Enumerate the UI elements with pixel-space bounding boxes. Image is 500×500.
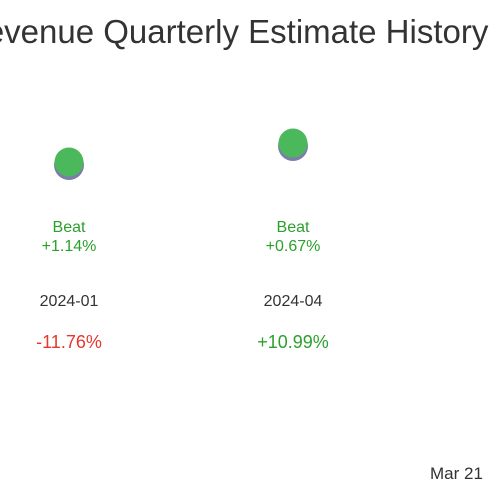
quarter-date-label: 2024-01 [40, 293, 99, 310]
change-label: -11.76% [36, 332, 102, 352]
result-label: Beat [277, 219, 310, 236]
actual-dot [54, 147, 84, 177]
chart-title-text: Revenue Quarterly Estimate History [0, 13, 489, 50]
surprise-label: +1.14% [42, 238, 97, 255]
change-label: +10.99% [257, 332, 329, 352]
quarter-date-label: 2024-04 [264, 293, 323, 310]
surprise-label: +0.67% [266, 238, 321, 255]
footer-date-text: Mar 21 [430, 464, 483, 483]
chart-title: Revenue Quarterly Estimate History [0, 12, 500, 56]
actual-dot [278, 128, 308, 158]
footer-date: Mar 21 [420, 462, 500, 488]
result-label: Beat [53, 219, 86, 236]
